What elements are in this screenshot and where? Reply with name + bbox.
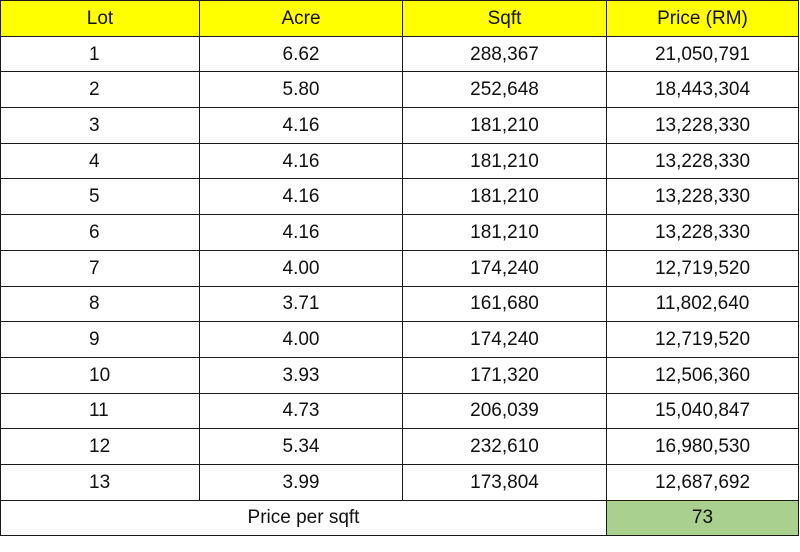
cell-price[interactable]: 11,802,640: [606, 285, 799, 323]
cell-sqft[interactable]: 174,240: [402, 249, 607, 287]
cell-lot[interactable]: 1: [0, 35, 200, 73]
header-lot[interactable]: Lot: [0, 0, 200, 37]
cell-price[interactable]: 18,443,304: [606, 71, 799, 109]
cell-price[interactable]: 12,719,520: [606, 321, 799, 358]
cell-lot[interactable]: 7: [0, 249, 200, 287]
cell-price[interactable]: 13,228,330: [606, 107, 799, 144]
cell-lot[interactable]: 2: [0, 71, 200, 109]
header-acre[interactable]: Acre: [199, 0, 403, 37]
cell-lot[interactable]: 10: [0, 356, 200, 394]
table-row: 8 3.71 161,680 11,802,640: [0, 285, 799, 323]
cell-lot[interactable]: 6: [0, 214, 200, 251]
cell-lot[interactable]: 13: [0, 463, 200, 501]
cell-sqft[interactable]: 206,039: [402, 392, 607, 430]
table-body: 1 6.62 288,367 21,050,791 2 5.80 252,648 18,443…: [0, 35, 799, 501]
cell-sqft[interactable]: 232,610: [402, 428, 607, 465]
cell-acre[interactable]: 4.16: [199, 107, 403, 144]
price-per-sqft-value[interactable]: 73: [606, 499, 799, 537]
table-row: 4 4.16 181,210 13,228,330: [0, 142, 799, 180]
cell-lot[interactable]: 8: [0, 285, 200, 323]
cell-price[interactable]: 13,228,330: [606, 142, 799, 180]
table-row: 13 3.99 173,804 12,687,692: [0, 463, 799, 501]
table-row: 6 4.16 181,210 13,228,330: [0, 214, 799, 251]
cell-acre[interactable]: 3.71: [199, 285, 403, 323]
cell-acre[interactable]: 4.16: [199, 178, 403, 216]
cell-acre[interactable]: 5.34: [199, 428, 403, 465]
cell-sqft[interactable]: 181,210: [402, 214, 607, 251]
cell-price[interactable]: 16,980,530: [606, 428, 799, 465]
cell-acre[interactable]: 4.16: [199, 142, 403, 180]
header-price[interactable]: Price (RM): [606, 0, 799, 37]
cell-sqft[interactable]: 161,680: [402, 285, 607, 323]
cell-sqft[interactable]: 173,804: [402, 463, 607, 501]
header-row: Lot Acre Sqft Price (RM): [0, 0, 799, 37]
table-row: 11 4.73 206,039 15,040,847: [0, 392, 799, 430]
cell-price[interactable]: 13,228,330: [606, 178, 799, 216]
cell-acre[interactable]: 4.00: [199, 249, 403, 287]
cell-acre[interactable]: 5.80: [199, 71, 403, 109]
cell-price[interactable]: 21,050,791: [606, 35, 799, 73]
cell-price[interactable]: 15,040,847: [606, 392, 799, 430]
cell-acre[interactable]: 4.00: [199, 321, 403, 358]
cell-price[interactable]: 12,719,520: [606, 249, 799, 287]
cell-lot[interactable]: 3: [0, 107, 200, 144]
cell-sqft[interactable]: 174,240: [402, 321, 607, 358]
cell-acre[interactable]: 3.93: [199, 356, 403, 394]
cell-acre[interactable]: 4.16: [199, 214, 403, 251]
table-row: 3 4.16 181,210 13,228,330: [0, 107, 799, 144]
lot-price-table: Lot Acre Sqft Price (RM) 1 6.62 288,367 21,…: [0, 0, 799, 537]
cell-lot[interactable]: 11: [0, 392, 200, 430]
cell-price[interactable]: 12,506,360: [606, 356, 799, 394]
cell-lot[interactable]: 9: [0, 321, 200, 358]
table-row: 9 4.00 174,240 12,719,520: [0, 321, 799, 358]
table-header: Lot Acre Sqft Price (RM): [0, 0, 799, 37]
table-row: 5 4.16 181,210 13,228,330: [0, 178, 799, 216]
cell-acre[interactable]: 4.73: [199, 392, 403, 430]
price-per-sqft-label[interactable]: Price per sqft: [0, 499, 607, 537]
cell-sqft[interactable]: 181,210: [402, 178, 607, 216]
cell-lot[interactable]: 12: [0, 428, 200, 465]
cell-lot[interactable]: 4: [0, 142, 200, 180]
cell-sqft[interactable]: 288,367: [402, 35, 607, 73]
header-sqft[interactable]: Sqft: [402, 0, 607, 37]
table-row: 10 3.93 171,320 12,506,360: [0, 356, 799, 394]
cell-sqft[interactable]: 181,210: [402, 107, 607, 144]
cell-lot[interactable]: 5: [0, 178, 200, 216]
cell-sqft[interactable]: 181,210: [402, 142, 607, 180]
table-row: 2 5.80 252,648 18,443,304: [0, 71, 799, 109]
table-footer: Price per sqft 73: [0, 499, 799, 537]
cell-price[interactable]: 13,228,330: [606, 214, 799, 251]
cell-sqft[interactable]: 252,648: [402, 71, 607, 109]
cell-acre[interactable]: 3.99: [199, 463, 403, 501]
summary-row: Price per sqft 73: [0, 499, 799, 537]
cell-sqft[interactable]: 171,320: [402, 356, 607, 394]
table-row: 12 5.34 232,610 16,980,530: [0, 428, 799, 465]
table-row: 1 6.62 288,367 21,050,791: [0, 35, 799, 73]
table-row: 7 4.00 174,240 12,719,520: [0, 249, 799, 287]
cell-acre[interactable]: 6.62: [199, 35, 403, 73]
cell-price[interactable]: 12,687,692: [606, 463, 799, 501]
